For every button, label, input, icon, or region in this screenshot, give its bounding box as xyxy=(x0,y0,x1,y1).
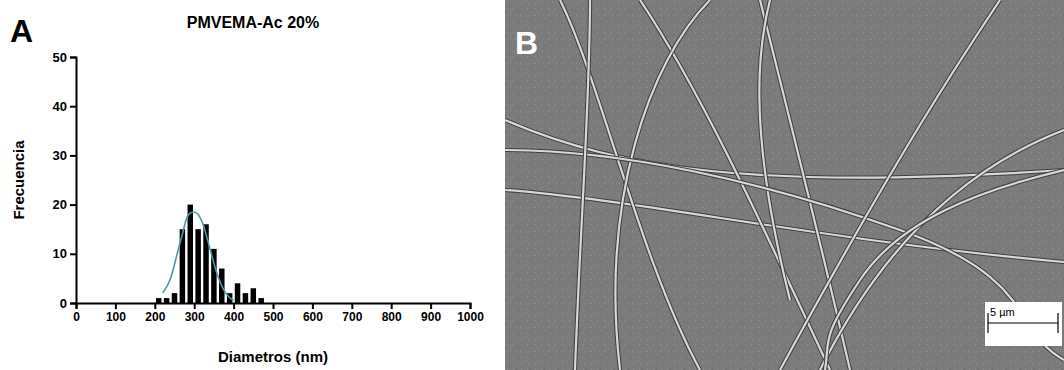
y-tick-mark xyxy=(70,303,76,305)
sem-background xyxy=(505,0,1064,370)
fiber xyxy=(759,0,790,300)
y-tick-mark xyxy=(70,57,76,59)
y-tick-mark xyxy=(70,204,76,206)
y-axis-title: Frecuencia xyxy=(10,140,27,220)
fiber-outline xyxy=(505,150,1064,360)
x-tick-label: 900 xyxy=(421,310,441,324)
fiber xyxy=(505,150,1064,360)
sem-image xyxy=(505,0,1064,370)
x-tick-mark xyxy=(470,303,472,309)
panel-label: A xyxy=(10,13,33,49)
bar xyxy=(235,283,240,303)
fiber xyxy=(820,130,1064,370)
x-tick-mark xyxy=(233,303,235,309)
y-tick-mark xyxy=(70,106,76,108)
fiber xyxy=(616,0,710,370)
x-tick: 800 xyxy=(382,303,402,324)
bar xyxy=(243,293,248,303)
fiber-outline xyxy=(560,0,700,370)
fiber xyxy=(780,0,1000,370)
y-tick-label: 20 xyxy=(53,197,67,212)
x-tick: 500 xyxy=(263,303,283,324)
y-tick: 0 xyxy=(60,296,76,311)
fiber-outline xyxy=(505,120,1064,178)
fiber xyxy=(825,170,1064,370)
x-tick-label: 700 xyxy=(342,310,362,324)
fiber-outline xyxy=(825,170,1064,370)
y-tick-label: 50 xyxy=(53,50,67,65)
x-tick: 200 xyxy=(145,303,165,324)
x-tick-mark xyxy=(273,303,275,309)
bar xyxy=(164,298,169,303)
fiber-outline xyxy=(616,0,710,370)
y-tick: 40 xyxy=(53,99,76,114)
x-tick: 400 xyxy=(224,303,244,324)
x-tick-mark xyxy=(312,303,314,309)
x-tick-label: 100 xyxy=(106,310,126,324)
y-tick-label: 40 xyxy=(53,99,67,114)
y-axis: 0 10 20 30 40 50 xyxy=(53,50,77,311)
x-tick: 600 xyxy=(303,303,323,324)
plot-area xyxy=(156,205,264,303)
y-tick: 10 xyxy=(53,246,76,261)
scale-bar-end xyxy=(987,313,988,333)
x-tick-mark xyxy=(154,303,156,309)
x-axis-line xyxy=(77,304,471,310)
x-tick-mark xyxy=(430,303,432,309)
panel-label: B xyxy=(515,25,538,61)
fiber-outline xyxy=(820,130,1064,370)
x-tick-mark xyxy=(194,303,196,309)
x-tick-label: 500 xyxy=(263,310,283,324)
bar xyxy=(188,205,193,303)
fiber-outline xyxy=(759,0,790,300)
x-tick: 300 xyxy=(185,303,205,324)
x-tick-label: 1000 xyxy=(457,310,484,324)
bar xyxy=(195,229,200,303)
x-tick: 100 xyxy=(106,303,126,324)
x-axis: 0 100 200 300 400 500 600 700 800 900 1000 xyxy=(73,303,484,324)
y-tick-label: 30 xyxy=(53,148,67,163)
scale-bar-box xyxy=(985,302,1062,346)
y-tick: 20 xyxy=(53,197,76,212)
x-tick: 900 xyxy=(421,303,441,324)
x-tick-label: 400 xyxy=(224,310,244,324)
x-tick-label: 0 xyxy=(73,310,80,324)
y-tick-label: 10 xyxy=(53,246,67,261)
y-tick-label: 0 xyxy=(60,296,67,311)
fit-curve xyxy=(163,212,234,301)
y-tick-mark xyxy=(70,155,76,157)
fiber-outline xyxy=(575,0,590,370)
fiber-outline xyxy=(780,0,1000,370)
bar xyxy=(172,293,177,303)
x-axis-title: Diametros (nm) xyxy=(218,348,328,365)
fiber-outline xyxy=(505,190,1064,262)
y-axis-line xyxy=(70,58,77,304)
x-tick-mark xyxy=(391,303,393,309)
fiber xyxy=(575,0,590,370)
y-tick-mark xyxy=(70,253,76,255)
x-tick-label: 200 xyxy=(145,310,165,324)
fiber xyxy=(505,190,1064,262)
x-tick-label: 300 xyxy=(185,310,205,324)
bar xyxy=(258,298,263,303)
scale-bar-end xyxy=(1057,313,1058,333)
y-tick: 30 xyxy=(53,148,76,163)
fiber xyxy=(560,0,700,370)
x-tick: 700 xyxy=(342,303,362,324)
figure: 0 100 200 300 400 500 600 700 800 900 1000 0 10 20 30 4… xyxy=(0,0,1064,370)
x-tick-label: 600 xyxy=(303,310,323,324)
bar xyxy=(156,298,161,303)
x-tick: 0 xyxy=(73,303,80,324)
chart-title: PMVEMA-Ac 20% xyxy=(187,14,319,31)
x-tick-mark xyxy=(351,303,353,309)
scale-bar xyxy=(988,322,1058,323)
bar xyxy=(251,288,256,303)
y-tick: 50 xyxy=(53,50,76,65)
x-tick-label: 800 xyxy=(382,310,402,324)
x-tick-mark xyxy=(115,303,117,309)
scale-bar-label: 5 µm xyxy=(990,306,1015,318)
fiber xyxy=(505,120,1064,178)
x-tick: 1000 xyxy=(457,303,484,324)
